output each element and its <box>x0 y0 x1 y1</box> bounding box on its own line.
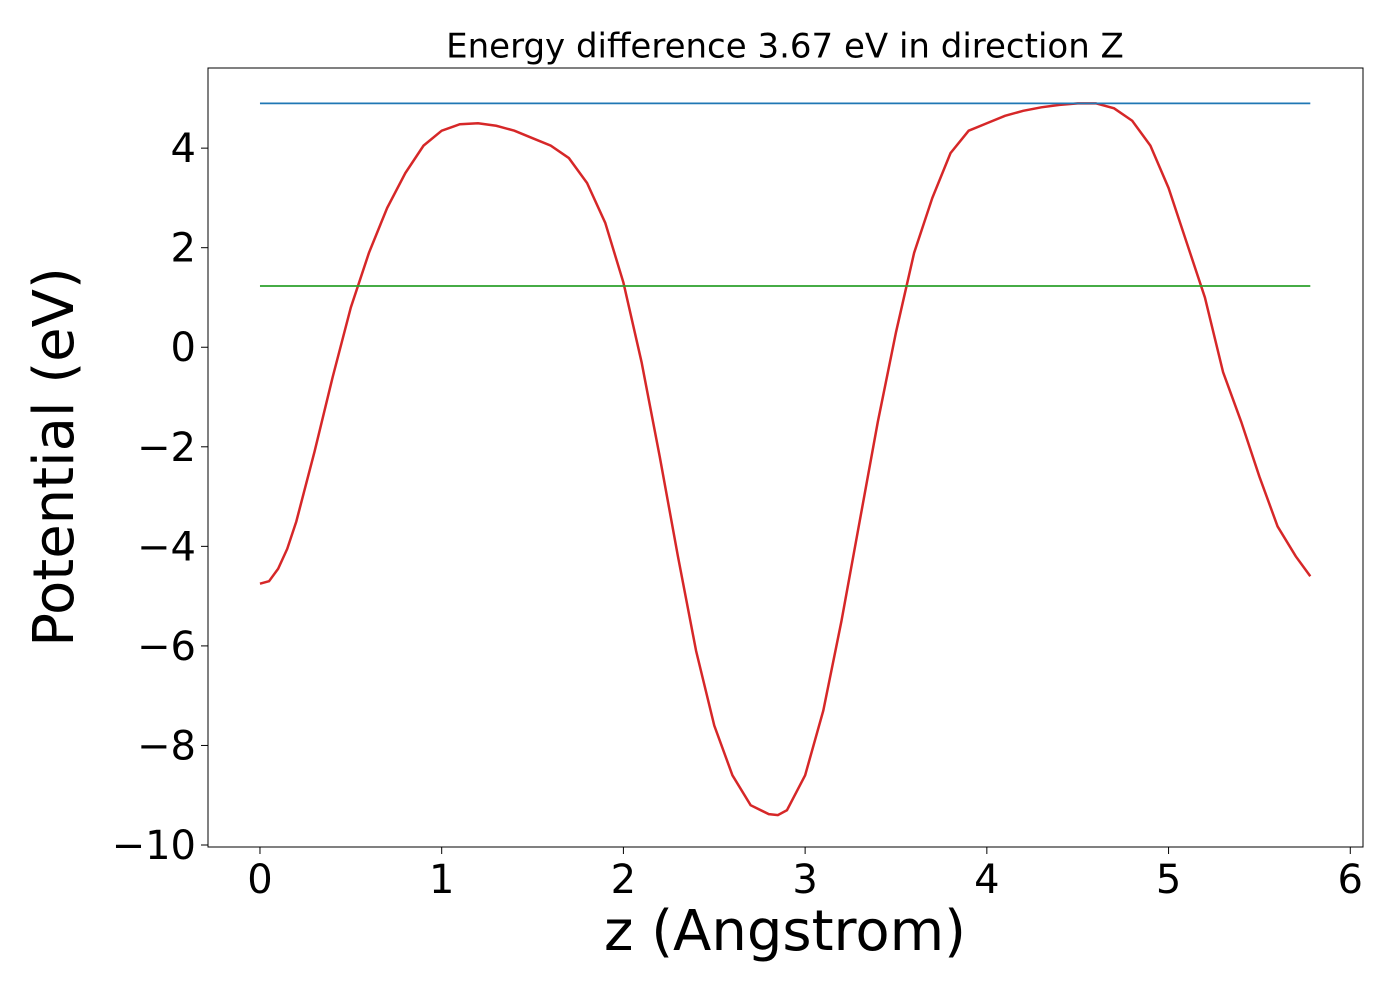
x-tick-label: 6 <box>1338 857 1363 903</box>
y-tick-label: 2 <box>171 226 196 272</box>
line-series <box>259 102 1312 817</box>
x-tick-label: 5 <box>1156 857 1181 903</box>
y-tick-label: −8 <box>137 723 196 769</box>
y-tick-label: 4 <box>171 126 196 172</box>
y-tick-label: 0 <box>171 325 196 371</box>
x-axis-label: z (Angstrom) <box>604 899 966 964</box>
x-tick-label: 4 <box>974 857 999 903</box>
x-tick-label: 3 <box>792 857 817 903</box>
plot-frame <box>207 67 1364 848</box>
x-tick-label: 1 <box>429 857 454 903</box>
y-axis-label: Potential (eV) <box>22 267 87 647</box>
chart-title: Energy difference 3.67 eV in direction Z <box>446 27 1124 67</box>
y-tick-label: −10 <box>112 823 196 869</box>
y-tick-label: −6 <box>137 624 196 670</box>
x-tick-label: 0 <box>247 857 272 903</box>
y-tick-label: −4 <box>137 524 196 570</box>
y-tick-label: −2 <box>137 425 196 471</box>
x-tick-label: 2 <box>611 857 636 903</box>
